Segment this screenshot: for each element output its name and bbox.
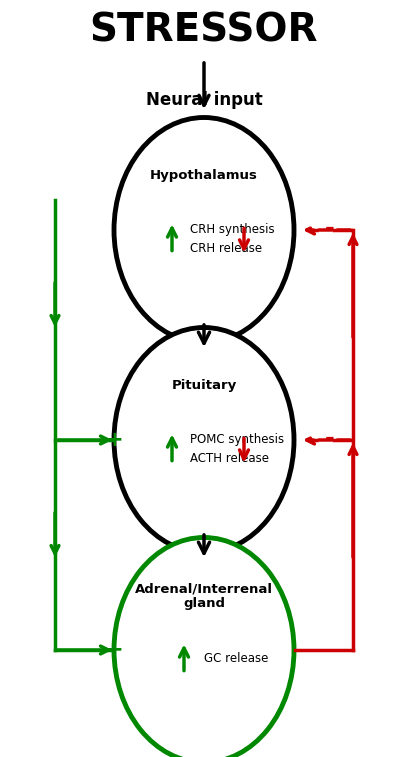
Ellipse shape: [114, 328, 294, 553]
Text: +: +: [106, 640, 124, 660]
Text: Adrenal/Interrenal
gland: Adrenal/Interrenal gland: [135, 582, 273, 610]
Ellipse shape: [114, 537, 294, 757]
Text: CRH synthesis
CRH release: CRH synthesis CRH release: [190, 223, 275, 254]
Text: Neural input: Neural input: [146, 91, 262, 109]
Ellipse shape: [114, 117, 294, 342]
Text: -: -: [325, 216, 335, 240]
Text: GC release: GC release: [204, 652, 268, 665]
Text: POMC synthesis
ACTH release: POMC synthesis ACTH release: [190, 432, 284, 465]
Text: -: -: [325, 426, 335, 450]
Text: Hypothalamus: Hypothalamus: [150, 170, 258, 182]
Text: STRESSOR: STRESSOR: [90, 11, 318, 49]
Text: +: +: [106, 430, 124, 450]
Text: Pituitary: Pituitary: [171, 379, 237, 392]
